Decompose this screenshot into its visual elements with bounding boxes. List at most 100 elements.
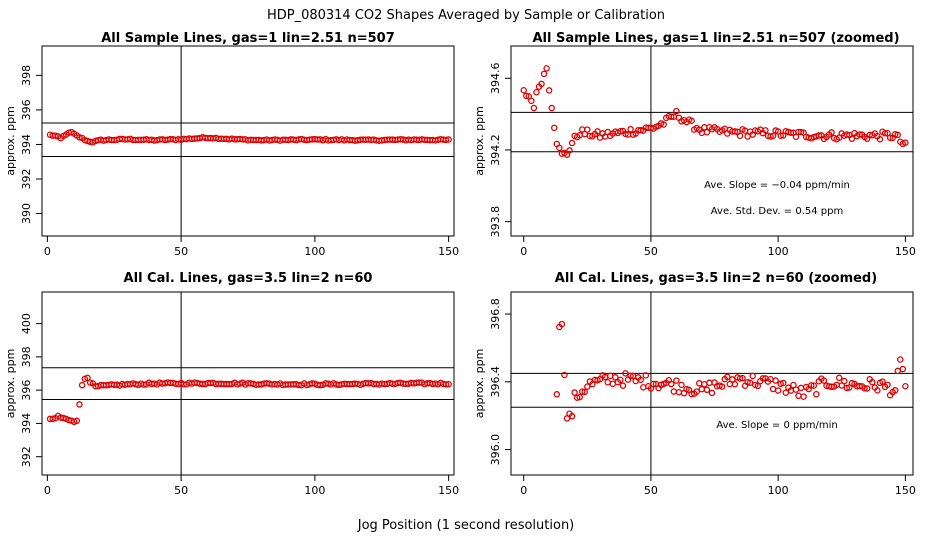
data-point <box>739 374 746 382</box>
data-point <box>843 384 851 392</box>
x-tick-label: 50 <box>644 245 658 258</box>
data-point <box>772 377 779 384</box>
data-point <box>660 121 667 128</box>
data-point <box>612 374 619 381</box>
data-point <box>749 372 756 380</box>
data-point <box>902 382 909 390</box>
y-tick-label: 394 <box>20 134 33 155</box>
x-tick-label: 100 <box>768 245 789 258</box>
plot-frame-3 <box>41 291 455 476</box>
data-point <box>568 139 576 147</box>
data-point <box>813 390 820 398</box>
data-point <box>584 383 591 390</box>
x-tick-label: 150 <box>895 484 916 497</box>
data-point <box>650 380 657 388</box>
data-point <box>84 374 91 382</box>
y-tick-label: 396 <box>20 380 33 401</box>
data-point <box>568 412 576 420</box>
y-axis-label-1: approx. ppm <box>4 106 17 176</box>
figure-x-axis-label: Jog Position (1 second resolution) <box>357 518 575 533</box>
data-point <box>795 392 802 400</box>
data-point <box>609 380 617 388</box>
data-point <box>688 117 695 125</box>
y-tick-label: 396.0 <box>489 434 502 466</box>
x-tick-label: 150 <box>438 484 459 497</box>
y-tick-label: 392 <box>20 169 33 190</box>
data-point <box>647 385 655 392</box>
data-point <box>538 80 545 88</box>
panel-title-4: All Cal. Lines, gas=3.5 lin=2 n=60 (zoom… <box>555 271 877 286</box>
data-point <box>708 389 716 397</box>
data-point <box>445 136 452 143</box>
data-point <box>78 381 86 389</box>
plot-frame-4 <box>510 291 914 476</box>
data-point <box>876 135 884 143</box>
annotation-2-1: Ave. Slope = −0.04 ppm/min <box>704 180 850 191</box>
data-point <box>797 384 805 392</box>
data-point <box>706 379 713 387</box>
data-point <box>86 379 94 386</box>
data-point <box>678 381 685 389</box>
data-point <box>140 381 147 388</box>
data-point <box>856 131 863 138</box>
data-point <box>835 374 843 382</box>
data-point <box>703 128 711 136</box>
figure-title: HDP_080314 CO2 Shapes Averaged by Sample… <box>267 8 665 23</box>
data-point <box>874 387 881 394</box>
data-point <box>897 356 904 363</box>
data-point <box>843 131 851 138</box>
y-axis-label-4: approx. ppm <box>473 349 486 419</box>
data-point <box>703 386 711 394</box>
data-point <box>76 401 83 408</box>
data-point <box>820 377 828 384</box>
x-tick-label: 0 <box>44 484 51 497</box>
data-point <box>543 65 550 72</box>
data-point <box>810 382 818 389</box>
data-point <box>548 104 555 112</box>
data-point <box>581 388 589 396</box>
data-point <box>894 131 901 139</box>
data-point <box>891 387 899 394</box>
data-point <box>792 386 800 393</box>
data-point <box>530 104 538 112</box>
y-tick-label: 394.2 <box>489 134 502 166</box>
data-point <box>886 134 894 141</box>
data-point <box>442 136 450 144</box>
data-point <box>316 381 324 389</box>
x-tick-label: 0 <box>520 245 527 258</box>
data-point <box>604 378 611 386</box>
annotation-4-1: Ave. Slope = 0 ppm/min <box>716 420 837 431</box>
data-point <box>73 417 81 425</box>
y-tick-label: 393.8 <box>489 206 502 238</box>
y-axis-label-2: approx. ppm <box>473 106 486 176</box>
data-point <box>622 370 629 377</box>
data-point <box>792 133 800 141</box>
y-tick-label: 396.4 <box>489 366 502 398</box>
data-point <box>787 129 795 136</box>
y-tick-label: 396.8 <box>489 298 502 330</box>
data-point <box>696 380 703 387</box>
y-tick-label: 394.6 <box>489 63 502 95</box>
data-point <box>807 382 815 389</box>
data-point <box>879 378 886 385</box>
data-point <box>668 113 675 121</box>
x-tick-label: 150 <box>438 245 459 258</box>
y-tick-label: 398 <box>20 65 33 86</box>
data-point <box>797 128 805 136</box>
data-point <box>848 135 856 142</box>
y-tick-label: 394 <box>20 413 33 434</box>
data-point <box>76 134 83 141</box>
data-point <box>642 372 650 379</box>
data-point <box>637 376 645 384</box>
data-point <box>566 147 573 154</box>
data-point <box>640 384 647 391</box>
data-point <box>561 371 568 379</box>
data-point <box>856 382 863 390</box>
data-point <box>670 388 678 395</box>
data-point <box>759 375 767 382</box>
y-tick-label: 392 <box>20 446 33 467</box>
data-point <box>563 415 571 422</box>
data-point <box>779 379 787 387</box>
data-point <box>584 126 591 133</box>
